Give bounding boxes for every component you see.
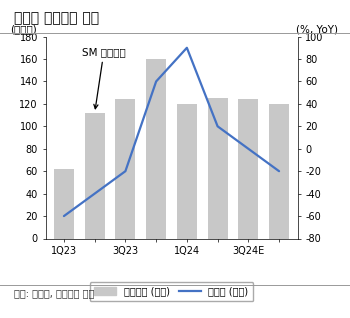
Legend: 영업이익 (좌측), 성장률 (우측): 영업이익 (좌측), 성장률 (우측) xyxy=(90,282,253,301)
Bar xyxy=(116,100,135,238)
Bar xyxy=(85,113,105,238)
Bar xyxy=(238,100,258,238)
Text: 자료: 카카오, 삼성증권 추정: 자료: 카카오, 삼성증권 추정 xyxy=(14,288,94,298)
Text: (%, YoY): (%, YoY) xyxy=(296,24,338,35)
Bar xyxy=(269,104,289,238)
Text: (십억원): (십억원) xyxy=(10,24,37,35)
Text: 분기별 영업이익 추이: 분기별 영업이익 추이 xyxy=(14,11,99,25)
Text: SM 연결편입: SM 연결편입 xyxy=(82,47,126,109)
Bar xyxy=(208,98,228,238)
Bar xyxy=(146,59,166,239)
Bar xyxy=(54,169,74,238)
Bar xyxy=(177,104,197,238)
